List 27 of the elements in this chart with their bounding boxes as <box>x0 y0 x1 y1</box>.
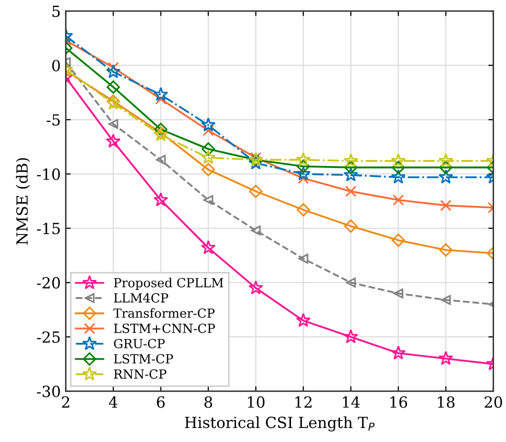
y-tick-label: -25 <box>36 331 60 343</box>
y-tick-label: -20 <box>36 277 60 289</box>
y-tick-label: 5 <box>52 6 60 18</box>
y-tick-label: -15 <box>36 222 60 234</box>
x-axis-title: Historical CSI Length T$_{P}$ <box>184 416 375 432</box>
x-tick-label: 8 <box>204 396 212 408</box>
y-axis-title: NMSE (dB) <box>16 158 30 245</box>
y-tick-label: -30 <box>36 386 60 398</box>
legend-label: RNN-CP <box>114 369 166 379</box>
legend-label: GRU-CP <box>114 338 165 348</box>
legend-label: LSTM+CNN-CP <box>114 324 215 334</box>
y-tick-label: 0 <box>52 60 60 72</box>
y-tick-label: -5 <box>46 114 60 126</box>
x-tick-label: 14 <box>342 396 360 408</box>
x-tick-label: 4 <box>108 396 118 408</box>
x-tick-label: 2 <box>62 396 70 408</box>
y-tick-label: -10 <box>36 168 60 180</box>
x-tick-label: 16 <box>390 396 408 408</box>
x-tick-label: 12 <box>295 396 312 408</box>
x-tick-label: 10 <box>248 396 265 408</box>
legend-label: Transformer-CP <box>113 308 215 318</box>
legend-label: LSTM-CP <box>114 354 174 364</box>
x-tick-label: 20 <box>484 396 502 408</box>
legend-label: LLM4CP <box>114 293 168 303</box>
legend-label: Proposed CPLLM <box>114 278 224 290</box>
x-tick-label: 6 <box>156 396 165 408</box>
x-tick-label: 18 <box>438 396 455 408</box>
